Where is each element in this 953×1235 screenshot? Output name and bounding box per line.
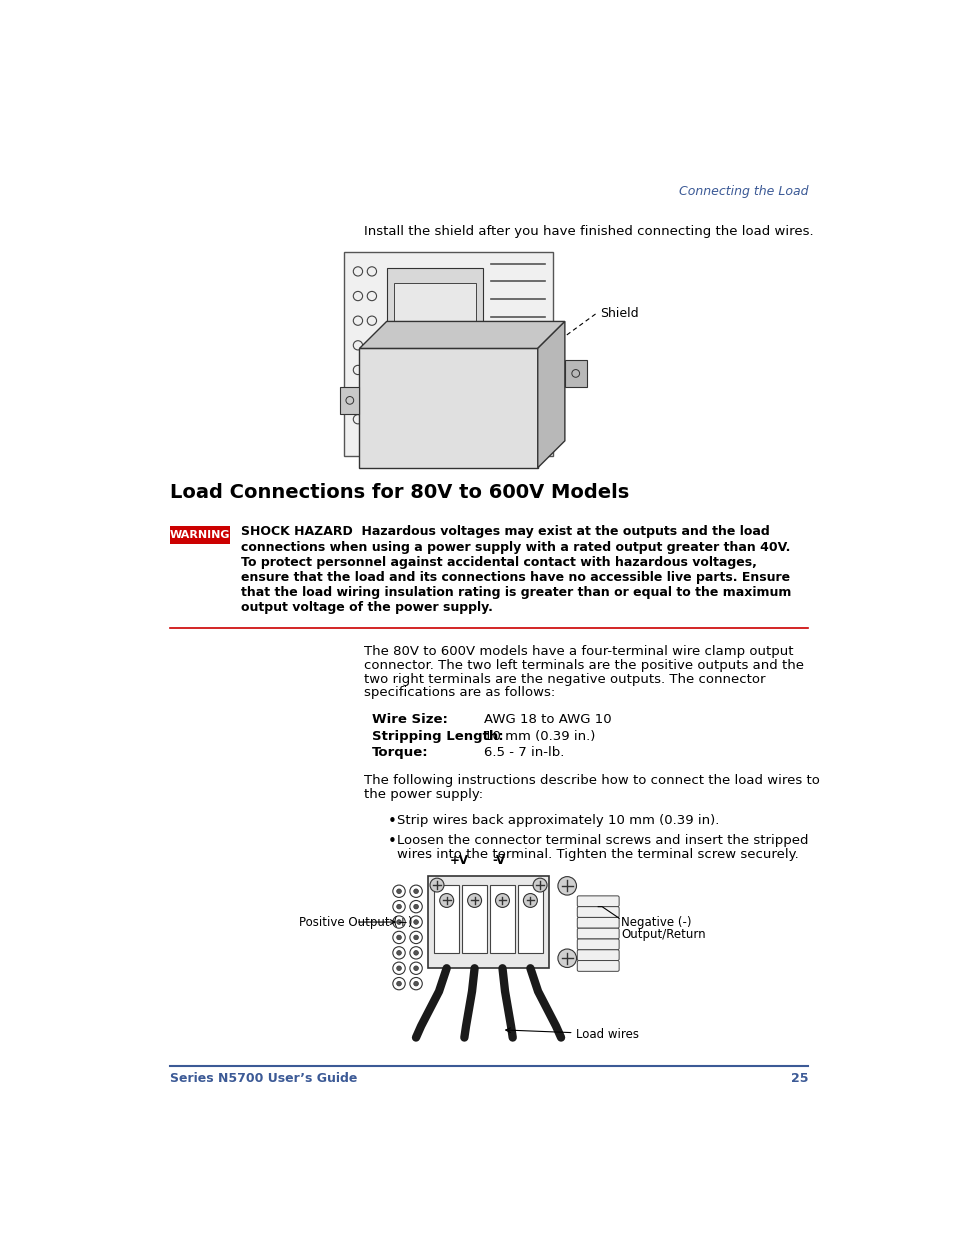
- Text: that the load wiring insulation rating is greater than or equal to the maximum: that the load wiring insulation rating i…: [241, 585, 790, 599]
- Text: +V: +V: [449, 853, 468, 867]
- Polygon shape: [359, 348, 537, 468]
- Text: Series N5700 User’s Guide: Series N5700 User’s Guide: [170, 1072, 356, 1086]
- Text: Stripping Length:: Stripping Length:: [372, 730, 503, 742]
- Polygon shape: [359, 321, 564, 348]
- Circle shape: [396, 904, 401, 909]
- Text: SHOCK HAZARD  Hazardous voltages may exist at the outputs and the load: SHOCK HAZARD Hazardous voltages may exis…: [241, 526, 769, 538]
- Polygon shape: [564, 359, 586, 387]
- Polygon shape: [461, 885, 486, 953]
- Circle shape: [396, 982, 401, 986]
- Text: Output/Return: Output/Return: [620, 929, 705, 941]
- Polygon shape: [434, 885, 458, 953]
- Text: WARNING: WARNING: [170, 530, 230, 540]
- Circle shape: [558, 877, 576, 895]
- Text: output voltage of the power supply.: output voltage of the power supply.: [241, 600, 493, 614]
- Polygon shape: [344, 252, 553, 456]
- Polygon shape: [537, 321, 564, 468]
- Text: Strip wires back approximately 10 mm (0.39 in).: Strip wires back approximately 10 mm (0.…: [396, 814, 719, 827]
- FancyBboxPatch shape: [577, 950, 618, 961]
- Text: Negative (-): Negative (-): [620, 916, 691, 929]
- Text: ensure that the load and its connections have no accessible live parts. Ensure: ensure that the load and its connections…: [241, 571, 789, 584]
- Text: specifications are as follows:: specifications are as follows:: [364, 687, 555, 699]
- Circle shape: [414, 889, 418, 894]
- Polygon shape: [386, 268, 483, 448]
- Polygon shape: [517, 885, 542, 953]
- FancyBboxPatch shape: [577, 961, 618, 972]
- Text: wires into the terminal. Tighten the terminal screw securely.: wires into the terminal. Tighten the ter…: [396, 848, 798, 861]
- Circle shape: [558, 948, 576, 967]
- Text: two right terminals are the negative outputs. The connector: two right terminals are the negative out…: [364, 673, 765, 685]
- Circle shape: [414, 982, 418, 986]
- Polygon shape: [394, 283, 476, 433]
- Circle shape: [396, 889, 401, 894]
- Polygon shape: [490, 885, 515, 953]
- FancyBboxPatch shape: [577, 906, 618, 918]
- Text: the power supply:: the power supply:: [364, 788, 483, 802]
- FancyBboxPatch shape: [577, 895, 618, 906]
- Text: Load Connections for 80V to 600V Models: Load Connections for 80V to 600V Models: [170, 483, 628, 503]
- Text: Load wires: Load wires: [505, 1028, 639, 1041]
- Text: Install the shield after you have finished connecting the load wires.: Install the shield after you have finish…: [364, 225, 813, 238]
- Circle shape: [533, 878, 546, 892]
- Text: connections when using a power supply with a rated output greater than 40V.: connections when using a power supply wi…: [241, 541, 789, 553]
- Circle shape: [414, 966, 418, 971]
- Text: The following instructions describe how to connect the load wires to: The following instructions describe how …: [364, 774, 820, 787]
- Text: The 80V to 600V models have a four-terminal wire clamp output: The 80V to 600V models have a four-termi…: [364, 645, 793, 658]
- Circle shape: [396, 951, 401, 955]
- Circle shape: [523, 894, 537, 908]
- Circle shape: [414, 951, 418, 955]
- Circle shape: [439, 894, 454, 908]
- Text: Wire Size:: Wire Size:: [372, 713, 447, 726]
- Text: Connecting the Load: Connecting the Load: [678, 185, 807, 198]
- Text: -V: -V: [493, 853, 505, 867]
- Circle shape: [414, 920, 418, 924]
- Text: Shield: Shield: [599, 308, 638, 320]
- FancyBboxPatch shape: [170, 526, 230, 543]
- FancyBboxPatch shape: [577, 929, 618, 939]
- Circle shape: [414, 935, 418, 940]
- Circle shape: [495, 894, 509, 908]
- Circle shape: [414, 904, 418, 909]
- Text: Positive Output (+): Positive Output (+): [298, 915, 412, 929]
- Polygon shape: [427, 876, 549, 968]
- Text: AWG 18 to AWG 10: AWG 18 to AWG 10: [484, 713, 611, 726]
- Text: Loosen the connector terminal screws and insert the stripped: Loosen the connector terminal screws and…: [396, 835, 807, 847]
- Text: connector. The two left terminals are the positive outputs and the: connector. The two left terminals are th…: [364, 658, 803, 672]
- Text: 25: 25: [790, 1072, 807, 1086]
- Text: •: •: [387, 835, 395, 850]
- Circle shape: [396, 920, 401, 924]
- Text: 10 mm (0.39 in.): 10 mm (0.39 in.): [484, 730, 595, 742]
- Circle shape: [467, 894, 481, 908]
- FancyBboxPatch shape: [577, 939, 618, 950]
- Text: 6.5 - 7 in-lb.: 6.5 - 7 in-lb.: [484, 746, 564, 760]
- Circle shape: [430, 878, 443, 892]
- Circle shape: [396, 935, 401, 940]
- Text: To protect personnel against accidental contact with hazardous voltages,: To protect personnel against accidental …: [241, 556, 756, 568]
- FancyBboxPatch shape: [577, 918, 618, 929]
- Circle shape: [396, 966, 401, 971]
- Text: Torque:: Torque:: [372, 746, 428, 760]
- Polygon shape: [340, 387, 359, 414]
- Text: •: •: [387, 814, 395, 829]
